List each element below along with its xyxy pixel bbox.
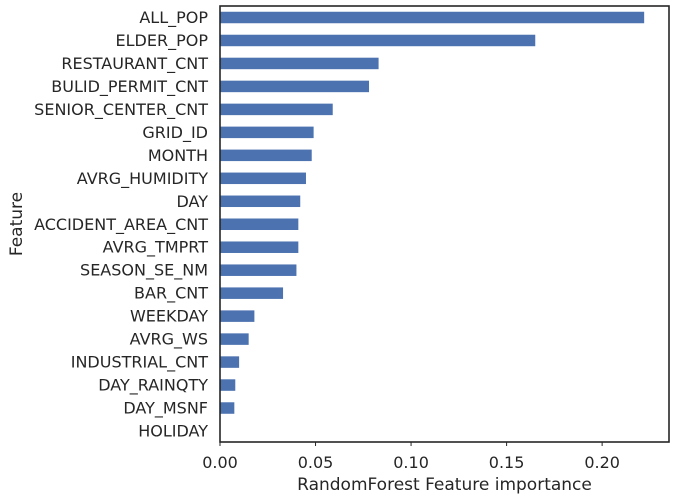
x-tick-label: 0.00 (202, 453, 238, 472)
y-tick-label: AVRG_TMPRT (103, 238, 209, 258)
x-ticks: 0.00 0.05 0.10 0.15 0.20 (202, 442, 620, 472)
y-tick-label: DAY (176, 192, 208, 211)
bar (220, 34, 536, 47)
y-tick-label: WEEKDAY (130, 307, 208, 326)
bar (220, 379, 236, 391)
bar (220, 11, 645, 24)
bar (220, 241, 299, 253)
bar (220, 103, 333, 116)
y-tick-label: ELDER_POP (116, 31, 209, 51)
y-axis-title: Feature (7, 192, 27, 256)
y-tick-label: DAY_MSNF (123, 399, 208, 419)
x-tick-label: 0.05 (298, 453, 334, 472)
bar (220, 402, 235, 414)
x-tick-label: 0.20 (584, 453, 620, 472)
bar (220, 126, 314, 139)
bar (220, 149, 312, 162)
y-tick-label: BULID_PERMIT_CNT (51, 77, 208, 97)
bars-group (220, 11, 645, 414)
y-tick-label: ALL_POP (139, 8, 208, 28)
bar (220, 80, 370, 93)
y-tick-label: AVRG_HUMIDITY (77, 169, 208, 189)
y-tick-label: AVRG_WS (130, 330, 208, 350)
x-tick-label: 0.15 (489, 453, 525, 472)
y-tick-label: INDUSTRIAL_CNT (71, 353, 208, 373)
bar (220, 287, 284, 299)
bar (220, 195, 301, 208)
y-tick-labels: ALL_POP ELDER_POP RESTAURANT_CNT BULID_PERM… (34, 8, 208, 441)
y-tick-label: MONTH (148, 146, 208, 165)
y-tick-label: GRID_ID (142, 123, 208, 143)
y-tick-label: BAR_CNT (134, 284, 208, 304)
bar (220, 57, 379, 70)
bar (220, 218, 299, 230)
bar (220, 333, 249, 345)
y-tick-label: RESTAURANT_CNT (61, 54, 208, 74)
x-tick-label: 0.10 (393, 453, 429, 472)
bar (220, 172, 306, 185)
y-tick-label: SEASON_SE_NM (80, 261, 208, 281)
bar (220, 356, 240, 368)
x-axis-title: RandomForest Feature importance (297, 475, 592, 495)
plot-frame (219, 5, 670, 443)
y-tick-label: DAY_RAINQTY (98, 376, 208, 396)
bar (220, 310, 255, 322)
y-tick-label: SENIOR_CENTER_CNT (34, 100, 208, 120)
bar (220, 264, 297, 276)
y-tick-label: ACCIDENT_AREA_CNT (34, 215, 208, 235)
y-tick-label: HOLIDAY (138, 422, 208, 441)
